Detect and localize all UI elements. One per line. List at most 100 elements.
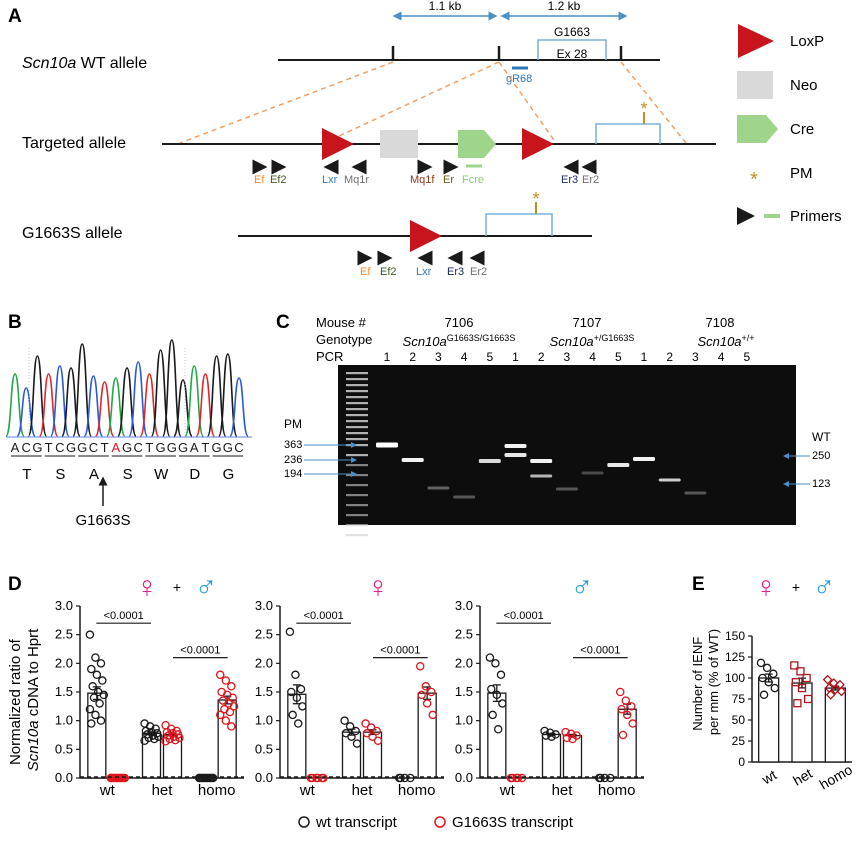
svg-text:Ef2: Ef2: [270, 174, 287, 186]
data-point: [487, 684, 496, 694]
x-tick-label: wt: [758, 766, 779, 787]
data-point: [140, 736, 149, 745]
panel-c: C Mouse # Genotype PCR 7106 7107 7108 Sc…: [276, 312, 831, 537]
ladder-band: [346, 390, 368, 393]
base-letter: G: [178, 440, 188, 455]
y-tick-label: 100: [725, 671, 745, 685]
mouse-id: 7106: [445, 315, 474, 330]
data-point: [110, 773, 120, 783]
pcr-row-label: PCR: [316, 349, 343, 364]
exon-label: Ex 28: [557, 47, 588, 61]
data-point: [352, 739, 362, 748]
data-point: [498, 699, 507, 708]
ladder-band: [346, 384, 368, 387]
base-letter: G: [77, 440, 87, 455]
y-tick-label: 2.5: [455, 627, 473, 642]
exon28-box: [537, 39, 607, 60]
exon28-box-g1663s: [485, 213, 553, 236]
data-point: [627, 702, 636, 711]
male-icon: ♂: [571, 571, 594, 604]
gel-band: [555, 487, 578, 491]
bar: [417, 692, 437, 779]
trace-peak: [128, 361, 148, 437]
base-letter: A: [11, 440, 20, 455]
loxp-icon: [738, 24, 774, 58]
svg-text:194: 194: [284, 468, 302, 480]
ladder-band: [346, 514, 368, 517]
lane-number: 1: [384, 350, 391, 364]
dim-label-left: 1.1 kb: [429, 0, 462, 13]
data-point: [496, 670, 506, 680]
x-tick-label: het: [352, 782, 374, 799]
y-tick-label: 0.5: [455, 741, 473, 756]
data-point: [830, 684, 841, 695]
chart-d-combined: 0.0 0.5 1.0 1.5 2.0 2.5 3.0 wt het homo <0.0001 <0.…: [55, 598, 244, 799]
data-point: [215, 710, 225, 720]
data-point: [836, 686, 847, 697]
data-point: [292, 693, 302, 702]
gel-band: [607, 463, 630, 467]
data-point: [221, 676, 231, 685]
svg-text:Er3: Er3: [561, 174, 578, 186]
svg-text:Er: Er: [443, 174, 454, 186]
data-point: [372, 726, 381, 736]
x-tick-label: wt: [99, 782, 116, 799]
gel-band: [427, 486, 450, 490]
data-point: [221, 716, 231, 725]
svg-text:Er3: Er3: [447, 266, 464, 278]
plus-sign: +: [173, 579, 181, 595]
data-point: [368, 732, 377, 741]
y-axis-label: Normalized ratio of Scn10a cDNA to Hprt: [7, 628, 42, 771]
ladder-band: [346, 408, 368, 411]
data-point: [825, 689, 836, 700]
ladder-band: [346, 402, 368, 405]
data-point: [764, 677, 773, 687]
ladder-band: [346, 474, 368, 477]
data-point: [540, 726, 549, 736]
data-point: [199, 773, 208, 783]
data-point: [508, 773, 517, 783]
genotype: Scn10aG1663S/G1663S: [403, 333, 516, 349]
ladder-band: [346, 494, 368, 497]
data-point: [313, 773, 323, 783]
data-point: [89, 693, 99, 702]
lane-number: 5: [486, 350, 493, 364]
panel-d-label: D: [8, 574, 22, 595]
data-point: [600, 773, 610, 783]
base-letter: C: [134, 440, 143, 455]
svg-text:Mq1f: Mq1f: [410, 174, 435, 186]
data-point: [208, 773, 218, 783]
wt-size-markers: 250 123: [783, 450, 830, 490]
x-tick-label: het: [552, 782, 574, 799]
trace-peak: [162, 339, 182, 437]
ladder-band: [346, 484, 368, 487]
p-value-label: <0.0001: [180, 645, 220, 657]
data-point: [145, 722, 155, 731]
loxp-icon: [522, 128, 554, 160]
panel-d: D Normalized ratio of Scn10a cDNA to Hpr…: [7, 571, 644, 831]
y-tick-label: 0: [738, 755, 745, 769]
data-point: [287, 687, 296, 697]
x-tick-label: het: [790, 765, 815, 789]
panel-b-label: B: [8, 312, 22, 333]
svg-text:Cre: Cre: [790, 121, 814, 138]
x-tick-label: homo: [598, 782, 636, 799]
data-point: [345, 722, 355, 731]
targeted-primers: [252, 159, 597, 175]
data-point: [92, 670, 102, 680]
legend-wt-marker: [298, 816, 310, 828]
data-point: [541, 731, 551, 740]
data-point: [493, 725, 503, 734]
data-point: [285, 627, 295, 637]
lane-number: 2: [409, 350, 416, 364]
data-point: [417, 690, 426, 700]
exon28-box-targeted: [595, 123, 661, 144]
gel-band: [684, 491, 707, 495]
y-tick-label: 75: [732, 692, 746, 706]
base-letter: G: [32, 440, 42, 455]
data-point: [400, 773, 410, 783]
amino-letter: S: [123, 466, 133, 483]
genotype: Scn10a+/G1663S: [550, 333, 635, 349]
